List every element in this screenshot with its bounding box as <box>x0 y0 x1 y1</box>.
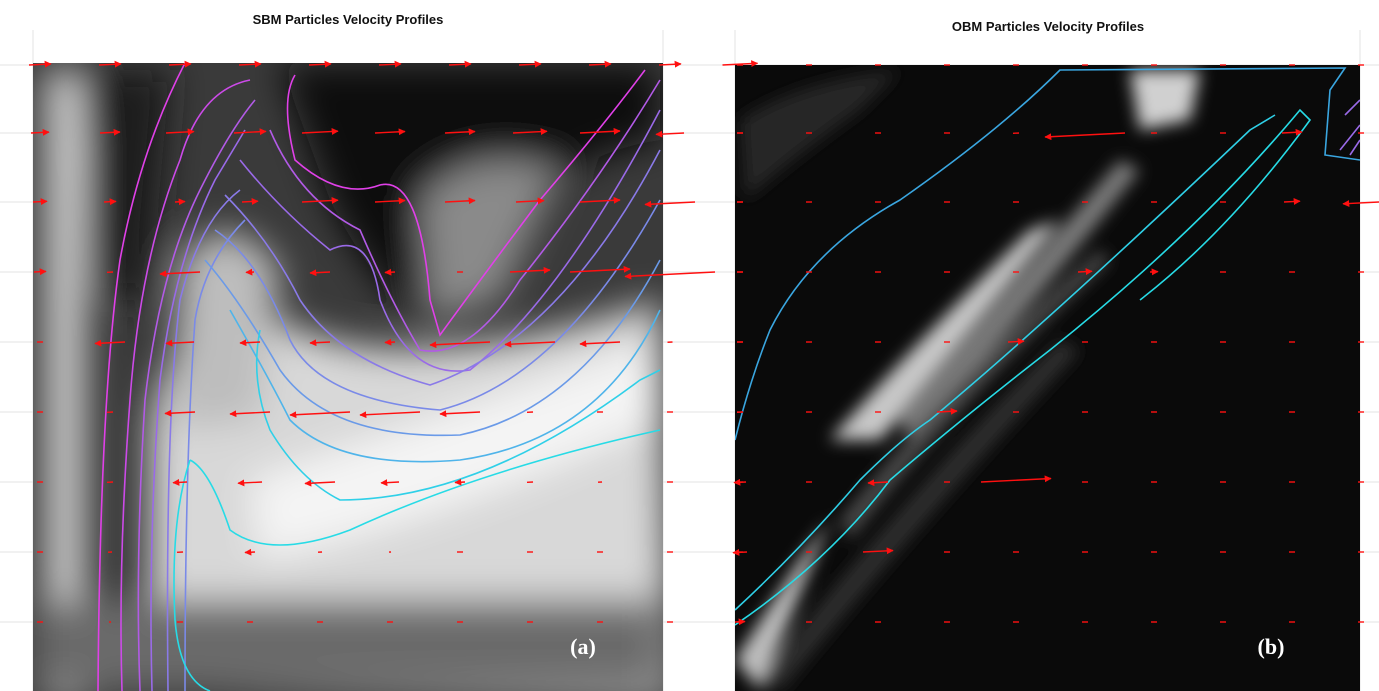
arrow <box>1284 201 1300 202</box>
arrow <box>1078 271 1092 272</box>
arrow <box>175 202 185 203</box>
arrow <box>100 132 120 133</box>
figure: SBM Particles Velocity Profiles OBM Part… <box>0 0 1379 691</box>
arrow <box>104 201 116 202</box>
panel-title: OBM Particles Velocity Profiles <box>952 19 1144 34</box>
arrow <box>937 411 957 412</box>
arrow <box>868 482 888 483</box>
arrow <box>310 342 330 343</box>
arrow <box>242 201 258 202</box>
arrow <box>455 482 465 483</box>
arrow <box>385 342 395 343</box>
panel-a-image <box>33 63 670 691</box>
arrow <box>310 272 330 273</box>
arrow <box>733 552 747 553</box>
arrow <box>1282 132 1302 133</box>
arrow <box>34 271 46 272</box>
panel-title: SBM Particles Velocity Profiles <box>253 12 444 27</box>
panel-b-image <box>735 65 1360 691</box>
arrow <box>1008 341 1024 342</box>
arrow <box>245 552 255 553</box>
arrow <box>33 201 47 202</box>
panel-label: (b) <box>1258 634 1285 659</box>
arrow <box>240 342 260 343</box>
panel-label: (a) <box>570 634 596 659</box>
arrow <box>173 482 187 483</box>
arrow <box>734 482 746 483</box>
arrow <box>31 132 49 133</box>
arrow <box>381 482 399 483</box>
arrow <box>385 272 395 273</box>
arrow <box>735 622 745 623</box>
